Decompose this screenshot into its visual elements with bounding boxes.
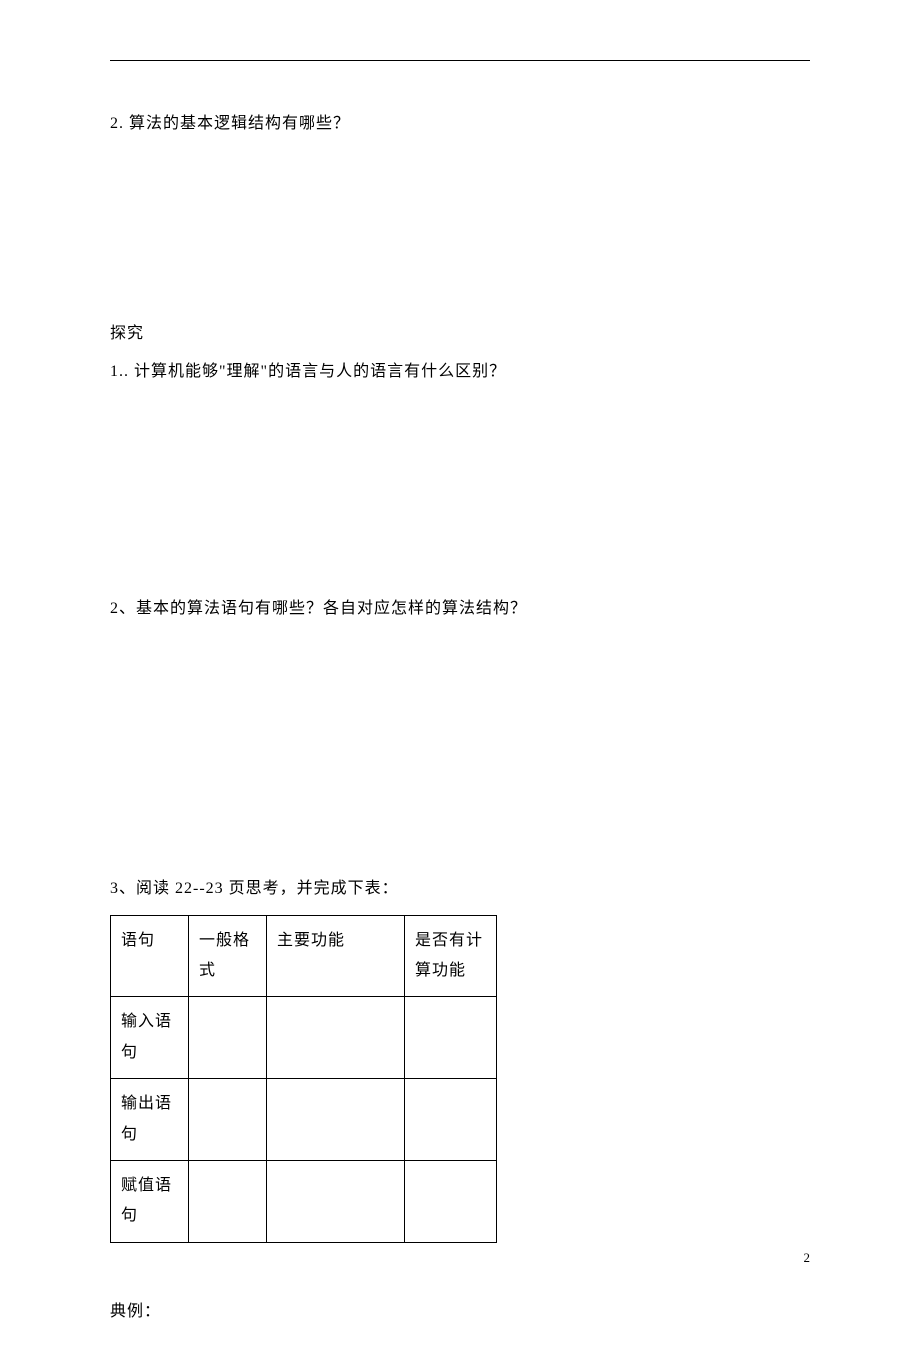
table-cell-assign-stmt: 赋值语句 bbox=[111, 1160, 189, 1242]
footer-example-label: 典例： bbox=[110, 1297, 810, 1321]
section-heading-explore: 探究 bbox=[110, 319, 810, 343]
table-row: 输入语句 bbox=[111, 997, 497, 1079]
table-cell bbox=[189, 997, 267, 1079]
table-cell-output-stmt: 输出语句 bbox=[111, 1079, 189, 1161]
table-header-format: 一般格式 bbox=[189, 915, 267, 997]
table-cell bbox=[189, 1160, 267, 1242]
document-page: 2. 算法的基本逻辑结构有哪些？ 探究 1.. 计算机能够"理解"的语言与人的语… bbox=[0, 0, 920, 1361]
table-header-calc: 是否有计算功能 bbox=[405, 915, 497, 997]
table-cell bbox=[405, 1160, 497, 1242]
table-cell bbox=[189, 1079, 267, 1161]
table-cell bbox=[267, 1160, 405, 1242]
question-3-read-and-complete: 3、阅读 22--23 页思考，并完成下表： bbox=[110, 874, 810, 904]
statement-table: 语句 一般格式 主要功能 是否有计算功能 输入语句 输出语句 赋值语句 bbox=[110, 915, 497, 1243]
table-cell-input-stmt: 输入语句 bbox=[111, 997, 189, 1079]
page-number: 2 bbox=[804, 1250, 811, 1266]
table-cell bbox=[267, 1079, 405, 1161]
table-cell bbox=[405, 1079, 497, 1161]
table-cell bbox=[405, 997, 497, 1079]
table-row: 赋值语句 bbox=[111, 1160, 497, 1242]
table-header-row: 语句 一般格式 主要功能 是否有计算功能 bbox=[111, 915, 497, 997]
question-2-logic-structures: 2. 算法的基本逻辑结构有哪些？ bbox=[110, 109, 810, 139]
table-row: 输出语句 bbox=[111, 1079, 497, 1161]
table-cell bbox=[267, 997, 405, 1079]
table-header-function: 主要功能 bbox=[267, 915, 405, 997]
question-1-computer-language: 1.. 计算机能够"理解"的语言与人的语言有什么区别？ bbox=[110, 357, 810, 387]
top-horizontal-rule bbox=[110, 60, 810, 61]
table-header-statement: 语句 bbox=[111, 915, 189, 997]
question-2-algorithm-statements: 2、基本的算法语句有哪些？各自对应怎样的算法结构？ bbox=[110, 594, 810, 624]
